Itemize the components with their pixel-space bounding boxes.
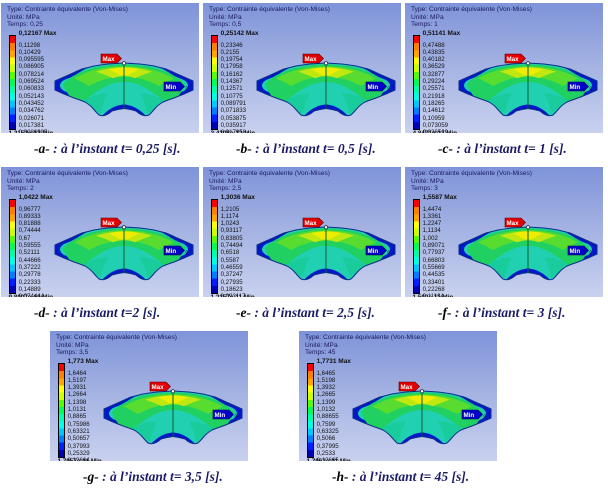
svg-text:Min: Min <box>215 412 226 419</box>
svg-text:0: 0 <box>388 86 391 91</box>
svg-text:Min: Min <box>166 84 177 91</box>
svg-text:Max: Max <box>152 384 165 391</box>
svg-text:0: 0 <box>590 250 593 255</box>
svg-text:0: 0 <box>388 250 391 255</box>
svg-text:Max: Max <box>507 56 520 63</box>
svg-text:Max: Max <box>305 56 318 63</box>
svg-text:0: 0 <box>590 86 593 91</box>
svg-text:0: 0 <box>186 250 189 255</box>
svg-text:0: 0 <box>484 414 487 419</box>
svg-text:0: 0 <box>235 414 238 419</box>
svg-text:Max: Max <box>103 56 116 63</box>
svg-text:Min: Min <box>570 84 581 91</box>
svg-text:Min: Min <box>368 84 379 91</box>
svg-text:Min: Min <box>464 412 475 419</box>
svg-text:Min: Min <box>166 248 177 255</box>
svg-text:Max: Max <box>507 220 520 227</box>
svg-text:Max: Max <box>401 384 414 391</box>
svg-text:Min: Min <box>570 248 581 255</box>
svg-text:Max: Max <box>103 220 116 227</box>
svg-text:Max: Max <box>305 220 318 227</box>
svg-text:Min: Min <box>368 248 379 255</box>
svg-text:0: 0 <box>186 86 189 91</box>
